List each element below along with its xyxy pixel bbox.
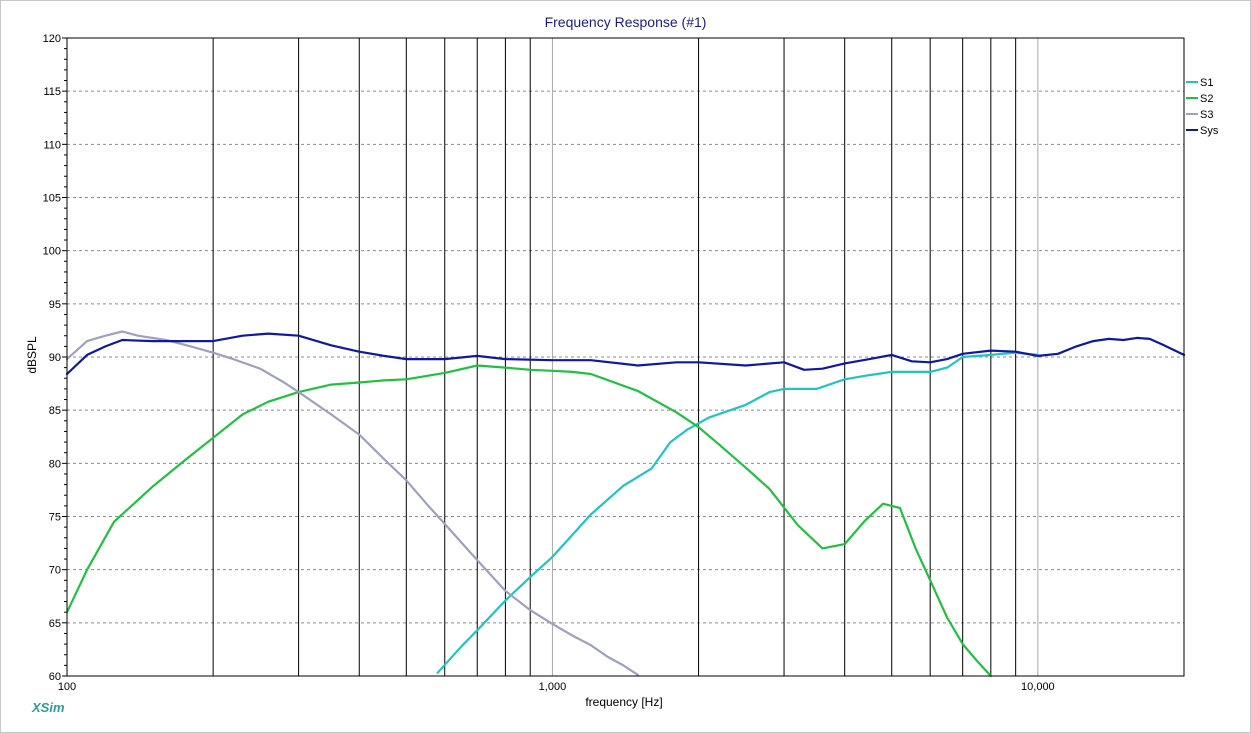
x-axis-label: frequency [Hz]	[585, 695, 663, 709]
y-tick-label: 100	[43, 246, 61, 258]
series-line-s3	[65, 330, 639, 676]
y-tick-label: 80	[49, 458, 61, 470]
y-tick-label: 90	[49, 352, 61, 364]
y-tick-label: 115	[43, 86, 61, 98]
legend-label-sys: Sys	[1200, 125, 1219, 137]
legend-label-s3: S3	[1200, 109, 1213, 121]
y-tick-label: 120	[43, 33, 61, 45]
x-tick-label: 100	[58, 681, 76, 693]
series-line-s1	[436, 351, 1039, 674]
plot-border	[66, 37, 1185, 677]
y-tick-label: 85	[49, 405, 61, 417]
xsim-logo: XSim	[32, 700, 65, 715]
y-tick-label: 75	[49, 512, 61, 524]
y-tick-label: 70	[49, 565, 61, 577]
series-line-s2	[65, 364, 992, 678]
legend-label-s2: S2	[1200, 93, 1213, 105]
x-tick-label: 1,000	[539, 681, 567, 693]
y-tick-label: 60	[49, 671, 61, 683]
y-tick-label: 110	[43, 139, 61, 151]
y-tick-label: 95	[49, 299, 61, 311]
chart-title: Frequency Response (#1)	[544, 14, 707, 30]
legend-label-s1: S1	[1200, 77, 1213, 89]
y-tick-label: 105	[43, 193, 61, 205]
x-tick-label: 10,000	[1021, 681, 1055, 693]
y-tick-label: 65	[49, 618, 61, 630]
series-line-sys	[65, 332, 1186, 376]
y-axis-label: dBSPL	[25, 336, 39, 374]
